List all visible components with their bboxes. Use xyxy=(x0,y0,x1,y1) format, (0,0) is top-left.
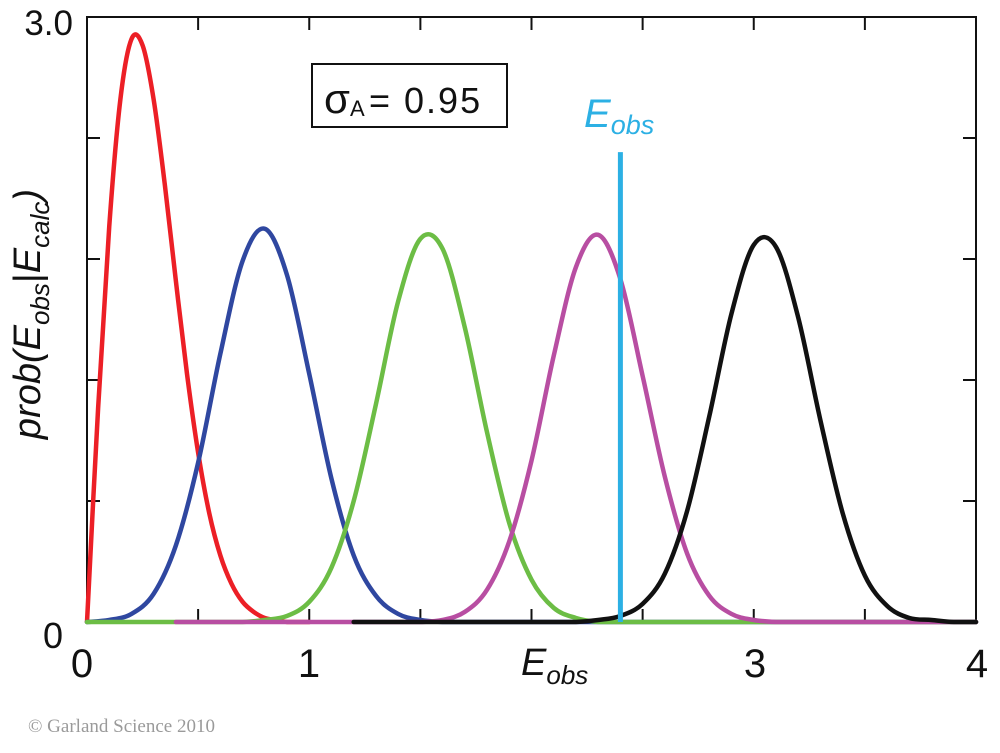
y-axis-title-e1: E xyxy=(7,324,49,350)
plot-frame xyxy=(86,16,977,623)
sigma-subscript: A xyxy=(350,96,365,121)
x-axis-title-main: E xyxy=(521,642,547,684)
sigma-annotation-box: σA = 0.95 xyxy=(311,63,508,128)
eobs-marker-label: Eobs xyxy=(584,92,654,140)
y-axis-title-sub1: obs xyxy=(25,283,55,325)
sigma-box-border xyxy=(311,63,508,128)
curve-green xyxy=(84,232,979,625)
x-tick-label-4: 4 xyxy=(966,642,988,686)
curve-black xyxy=(351,234,979,625)
x-axis-title-sub: obs xyxy=(546,660,588,690)
x-tick-label-1: 1 xyxy=(298,642,320,686)
y-axis-title-sub2: calc xyxy=(25,202,55,248)
axis-ticks xyxy=(87,17,976,622)
curve-red xyxy=(84,32,312,625)
curve-blue xyxy=(84,226,979,625)
y-axis-title-e2: E xyxy=(7,247,49,273)
y-tick-label-top: 3.0 xyxy=(24,4,73,43)
y-axis-title-suffix: ) xyxy=(7,189,49,206)
sigma-box-text: σA = 0.95 xyxy=(324,75,482,122)
y-axis-title-bar: | xyxy=(7,273,49,283)
y-axis-title-prefix: prob( xyxy=(7,347,49,440)
sigma-symbol: σ xyxy=(324,75,350,122)
curves xyxy=(84,32,979,625)
y-tick-label-zero: 0 xyxy=(43,615,63,656)
y-axis-title: prob(Eobs|Ecalc) xyxy=(7,189,55,440)
sigma-value: = 0.95 xyxy=(369,80,482,121)
x-tick-label-0: 0 xyxy=(71,642,93,686)
eobs-marker-sub: obs xyxy=(611,110,655,140)
eobs-marker-main: E xyxy=(584,92,612,136)
x-tick-label-3: 3 xyxy=(744,642,766,686)
copyright-text: © Garland Science 2010 xyxy=(28,716,215,737)
curve-magenta xyxy=(173,232,979,625)
x-axis-title: Eobs xyxy=(521,642,588,690)
